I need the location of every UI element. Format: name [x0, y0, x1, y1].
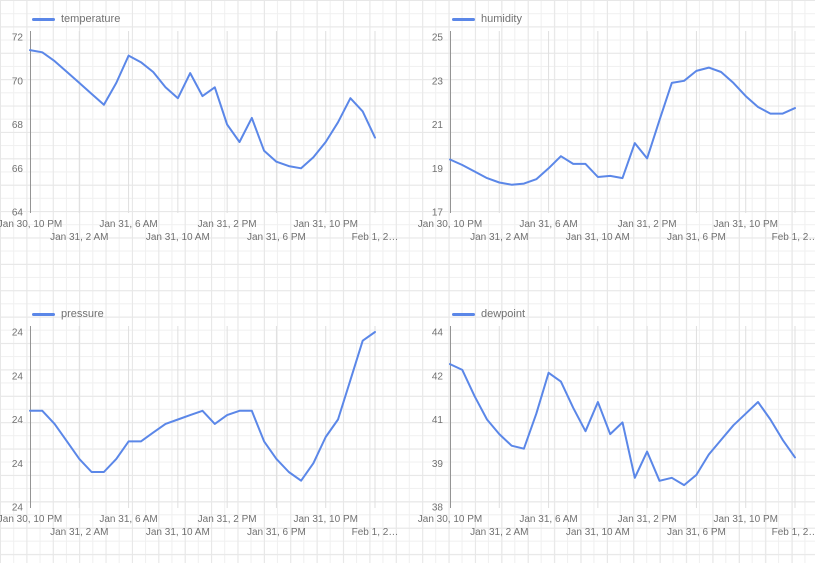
legend-label: dewpoint [481, 308, 526, 320]
x-tick-label: Jan 31, 10 PM [713, 514, 777, 525]
y-tick-label: 72 [12, 33, 24, 44]
x-tick-label: Jan 31, 2 PM [618, 514, 677, 525]
x-tick-label: Jan 31, 6 PM [667, 527, 726, 538]
legend-line-icon [32, 312, 55, 316]
y-tick-label: 23 [432, 76, 444, 87]
y-tick-label: 68 [12, 120, 24, 131]
x-tick-label: Jan 31, 6 AM [519, 219, 577, 230]
x-tick-label: Jan 31, 2 AM [50, 527, 108, 538]
temperature-line [29, 49, 376, 170]
y-tick-label: 42 [432, 371, 444, 382]
y-tick-label: 66 [12, 164, 24, 175]
legend-humidity: humidity [452, 13, 522, 25]
x-tick-label: Jan 31, 10 AM [146, 527, 210, 538]
x-tick-label: Feb 1, 2… [772, 527, 815, 538]
x-tick-label: Feb 1, 2… [352, 527, 399, 538]
x-tick-label: Jan 31, 10 PM [713, 219, 777, 230]
x-tick-label: Jan 31, 10 AM [566, 527, 630, 538]
x-tick-label: Jan 31, 6 PM [247, 232, 306, 243]
y-tick-label: 64 [12, 208, 24, 219]
x-tick-label: Jan 31, 6 PM [667, 232, 726, 243]
humidity-line [449, 66, 796, 186]
pressure-line [29, 331, 376, 482]
y-tick-label: 24 [12, 503, 24, 514]
legend-line-icon [452, 17, 475, 21]
legend-temperature: temperature [32, 13, 120, 25]
x-tick-label: Jan 31, 6 PM [247, 527, 306, 538]
y-tick-label: 44 [432, 328, 444, 339]
y-tick-label: 70 [12, 76, 24, 87]
x-tick-label: Jan 31, 10 PM [293, 514, 357, 525]
x-tick-label: Jan 31, 6 AM [99, 514, 157, 525]
x-tick-label: Jan 30, 10 PM [0, 514, 62, 525]
y-tick-label: 39 [432, 459, 444, 470]
y-tick-label: 19 [432, 164, 444, 175]
y-tick-label: 25 [432, 33, 444, 44]
chart-temperature: temperature 72 70 68 66 64 Jan 30, 10 PM Jan 3… [0, 0, 420, 281]
chart-pressure: pressure 24 24 24 24 24 Jan 30, 10 PM Jan 31, … [0, 295, 420, 563]
y-tick-label: 24 [12, 328, 24, 339]
chart-humidity: humidity 25 23 21 19 17 Jan 30, 10 PM Jan 31, … [418, 0, 815, 281]
x-tick-label: Jan 31, 6 AM [99, 219, 157, 230]
chart-dewpoint: dewpoint 44 42 41 39 38 Jan 30, 10 PM Jan 31, … [418, 295, 815, 563]
y-tick-label: 41 [432, 415, 444, 426]
legend-label: temperature [61, 13, 121, 25]
legend-pressure: pressure [32, 308, 104, 320]
y-tick-label: 24 [12, 415, 24, 426]
legend-line-icon [452, 312, 475, 316]
x-tick-label: Jan 31, 6 AM [519, 514, 577, 525]
x-tick-label: Jan 31, 10 AM [566, 232, 630, 243]
y-tick-label: 17 [432, 208, 444, 219]
x-tick-label: Jan 30, 10 PM [418, 514, 482, 525]
x-tick-label: Jan 30, 10 PM [418, 219, 482, 230]
x-tick-label: Feb 1, 2… [352, 232, 399, 243]
legend-dewpoint: dewpoint [452, 308, 525, 320]
x-tick-label: Jan 31, 2 AM [50, 232, 108, 243]
legend-label: humidity [481, 13, 522, 25]
y-tick-label: 24 [12, 371, 24, 382]
x-tick-label: Jan 31, 2 AM [470, 232, 528, 243]
legend-line-icon [32, 17, 55, 21]
x-tick-label: Jan 31, 10 PM [293, 219, 357, 230]
x-tick-label: Jan 31, 2 PM [618, 219, 677, 230]
y-tick-label: 38 [432, 503, 444, 514]
dewpoint-line [449, 363, 796, 487]
legend-label: pressure [61, 308, 104, 320]
x-tick-label: Feb 1, 2… [772, 232, 815, 243]
y-tick-label: 24 [12, 459, 24, 470]
x-tick-label: Jan 31, 2 PM [198, 514, 257, 525]
x-tick-label: Jan 31, 10 AM [146, 232, 210, 243]
x-tick-label: Jan 31, 2 AM [470, 527, 528, 538]
x-tick-label: Jan 30, 10 PM [0, 219, 62, 230]
x-tick-label: Jan 31, 2 PM [198, 219, 257, 230]
y-tick-label: 21 [432, 120, 444, 131]
